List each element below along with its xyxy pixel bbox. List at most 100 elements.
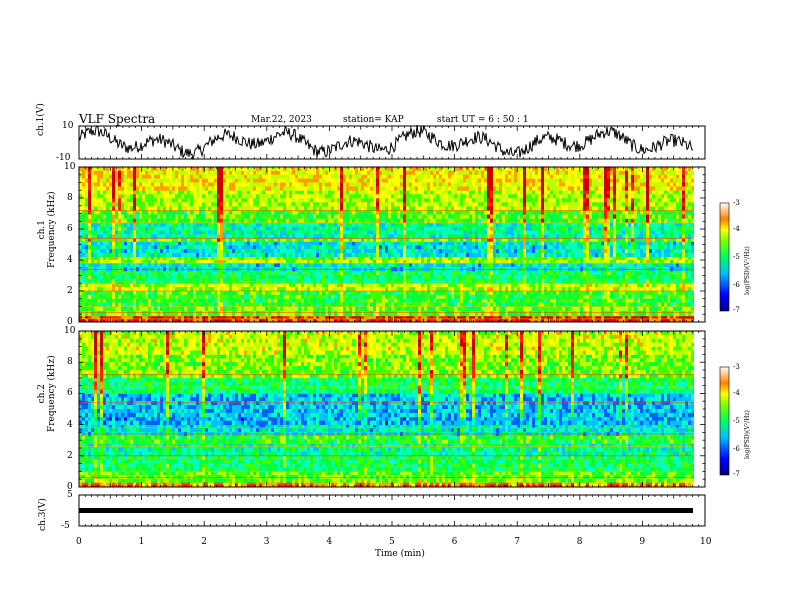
- spectrogram-cell: [199, 260, 202, 264]
- spectrogram-cell: [208, 238, 211, 242]
- spectrogram-cell: [103, 206, 106, 211]
- spectrogram-cell: [358, 194, 361, 199]
- spectrogram-cell: [424, 230, 427, 235]
- spectrogram-cell: [391, 302, 394, 307]
- spectrogram-cell: [142, 218, 145, 224]
- spectrogram-cell: [196, 202, 199, 207]
- spectrogram-cell: [298, 270, 301, 276]
- spectrogram-cell: [157, 210, 160, 215]
- spectrogram-cell: [406, 306, 409, 312]
- spectrogram-cell: [394, 214, 397, 219]
- spectrogram-cell: [232, 283, 235, 288]
- spectrogram-cell: [154, 210, 157, 215]
- spectrogram-cell: [379, 256, 382, 261]
- spectrogram-cell: [421, 238, 424, 242]
- spectrogram-cell: [121, 234, 124, 239]
- spectrogram-cell: [136, 287, 139, 292]
- spectrogram-cell: [133, 270, 136, 276]
- spectrogram-cell: [112, 210, 115, 215]
- spectrogram-cell: [361, 182, 364, 187]
- spectrogram-cell: [250, 214, 253, 219]
- spectrogram-cell: [130, 238, 133, 242]
- spectrogram-cell: [412, 170, 415, 176]
- spectrogram-cell: [121, 214, 124, 219]
- spectrogram-cell: [109, 218, 112, 224]
- spectrogram-cell: [172, 198, 175, 203]
- spectrogram-cell: [229, 298, 232, 304]
- spectrogram-cell: [127, 230, 130, 235]
- spectrogram-cell: [82, 245, 85, 250]
- spectrogram-cell: [247, 234, 250, 239]
- spectrogram-cell: [121, 210, 124, 215]
- spectrogram-cell: [406, 298, 409, 304]
- spectrogram-cell: [199, 306, 202, 312]
- spectrogram-cell: [181, 256, 184, 261]
- spectrogram-cell: [91, 202, 94, 207]
- spectrogram-cell: [325, 222, 328, 228]
- spectrogram-cell: [409, 256, 412, 261]
- spectrogram-cell: [352, 318, 355, 323]
- spectrogram-cell: [289, 298, 292, 304]
- spectrogram-cell: [160, 182, 163, 187]
- spectrogram-cell: [247, 253, 250, 258]
- spectrogram-cell: [403, 294, 406, 300]
- spectrogram-cell: [160, 306, 163, 312]
- spectrogram-cell: [172, 302, 175, 307]
- spectrogram-cell: [277, 222, 280, 228]
- spectrogram-cell: [358, 202, 361, 207]
- spectrogram-cell: [220, 182, 223, 187]
- spectrogram-cell: [139, 214, 142, 219]
- spectrogram-cell: [433, 167, 436, 172]
- spectrogram-cell: [406, 260, 409, 264]
- spectrogram-cell: [160, 167, 163, 172]
- spectrogram-cell: [175, 263, 178, 268]
- spectrogram-cell: [241, 170, 244, 176]
- spectrogram-cell: [373, 206, 376, 211]
- spectrogram-cell: [88, 226, 91, 231]
- spectrogram-cell: [151, 226, 154, 231]
- spectrogram-cell: [244, 174, 247, 180]
- spectrogram-cell: [238, 260, 241, 264]
- spectrogram-cell: [361, 230, 364, 235]
- spectrogram-cell: [346, 275, 349, 280]
- spectrogram-cell: [112, 263, 115, 268]
- spectrogram-cell: [124, 214, 127, 219]
- spectrogram-cell: [109, 253, 112, 258]
- spectrogram-cell: [277, 311, 280, 317]
- spectrogram-cell: [118, 190, 121, 195]
- spectrogram-cell: [385, 178, 388, 183]
- spectrogram-cell: [79, 230, 82, 235]
- spectrogram-cell: [241, 210, 244, 215]
- spectrogram-cell: [166, 311, 169, 317]
- spectrogram-cell: [217, 178, 220, 183]
- spectrogram-cell: [166, 270, 169, 276]
- spectrogram-cell: [184, 311, 187, 317]
- spectrogram-cell: [178, 226, 181, 231]
- spectrogram-cell: [193, 260, 196, 264]
- spectrogram-cell: [352, 202, 355, 207]
- spectrogram-cell: [304, 234, 307, 239]
- spectrogram-cell: [181, 260, 184, 264]
- spectrogram-cell: [316, 167, 319, 172]
- spectrogram-cell: [430, 182, 433, 187]
- spectrogram-cell: [178, 234, 181, 239]
- spectrogram-cell: [202, 210, 205, 215]
- spectrogram-cell: [319, 298, 322, 304]
- spectrogram-cell: [121, 270, 124, 276]
- spectrogram-cell: [202, 315, 205, 320]
- spectrogram-cell: [274, 256, 277, 261]
- spectrogram-cell: [340, 194, 343, 199]
- spectrogram-cell: [235, 315, 238, 320]
- spectrogram-cell: [388, 260, 391, 264]
- spectrogram-cell: [373, 174, 376, 180]
- spectrogram-cell: [343, 283, 346, 288]
- spectrogram-cell: [106, 238, 109, 242]
- spectrogram-cell: [277, 256, 280, 261]
- spectrogram-cell: [439, 287, 442, 292]
- spectrogram-cell: [217, 275, 220, 280]
- spectrogram-cell: [334, 210, 337, 215]
- spectrogram-cell: [250, 253, 253, 258]
- spectrogram-cell: [367, 218, 370, 224]
- spectrogram-cell: [385, 318, 388, 323]
- spectrogram-cell: [172, 214, 175, 219]
